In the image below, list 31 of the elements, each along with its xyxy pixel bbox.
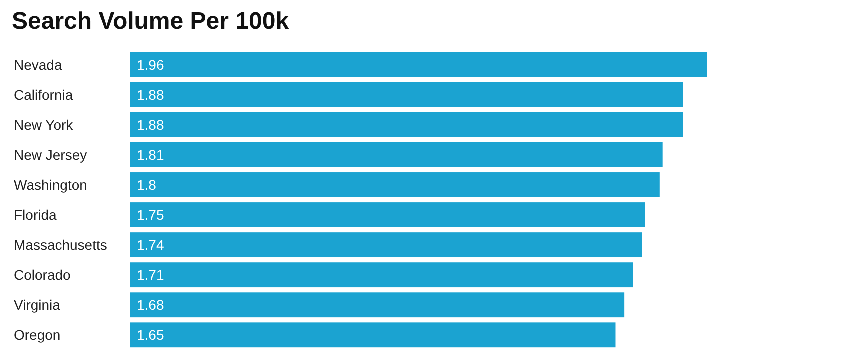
y-tick-label: Virginia — [14, 297, 61, 314]
bar — [130, 322, 616, 348]
data-label: 1.96 — [137, 56, 164, 73]
data-label: 1.81 — [137, 146, 164, 163]
chart-title: Search Volume Per 100k — [12, 8, 290, 35]
bar — [130, 112, 684, 138]
data-label: 1.8 — [137, 176, 157, 193]
y-tick-label: Washington — [14, 176, 88, 193]
data-label: 1.71 — [137, 266, 164, 283]
y-tick-label: Colorado — [14, 266, 72, 283]
bar — [130, 202, 646, 228]
data-label: 1.68 — [137, 297, 164, 314]
y-tick-label: Nevada — [14, 56, 62, 73]
bar — [130, 232, 642, 258]
y-tick-label: Florida — [14, 206, 58, 223]
bar — [130, 82, 684, 108]
data-label: 1.88 — [137, 116, 164, 133]
y-tick-label: New York — [14, 116, 74, 133]
data-label: 1.65 — [137, 327, 164, 344]
bar — [130, 292, 625, 318]
y-tick-label: New Jersey — [14, 146, 88, 163]
y-tick-label: California — [14, 86, 74, 103]
data-label: 1.74 — [137, 236, 164, 253]
bar — [130, 172, 660, 198]
data-label: 1.88 — [137, 86, 164, 103]
y-tick-label: Massachusetts — [14, 236, 108, 253]
bar — [130, 262, 634, 288]
bar — [130, 52, 707, 78]
data-label: 1.75 — [137, 206, 164, 223]
y-tick-label: Oregon — [14, 327, 61, 344]
bar — [130, 142, 663, 168]
